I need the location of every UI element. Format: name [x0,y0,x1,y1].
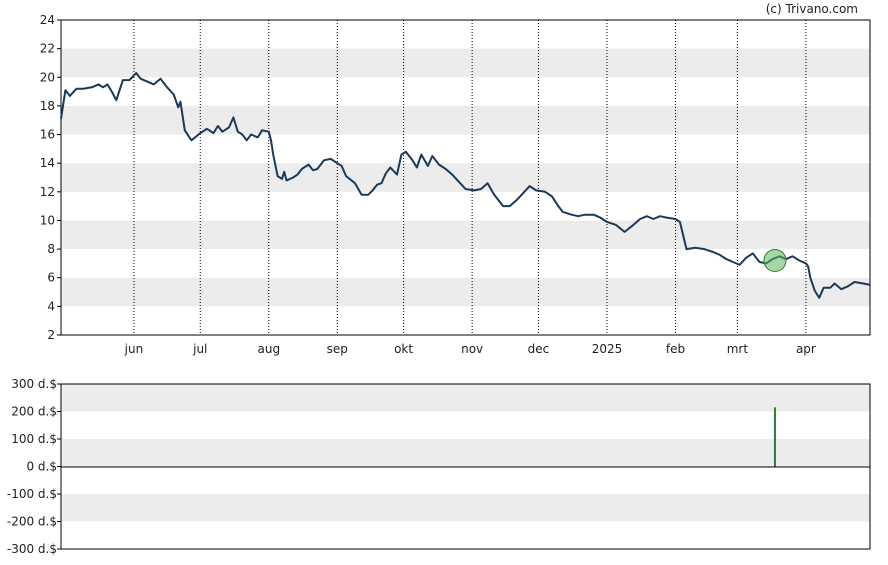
x-tick-label: nov [461,342,483,356]
y-tick-label: 8 [47,242,55,256]
x-tick-label: aug [257,342,280,356]
y-tick-label: 10 [40,213,55,227]
volume-y-tick-label: 0 d.$ [26,460,57,474]
x-tick-label: apr [796,342,816,356]
volume-band [61,439,870,467]
x-tick-label: okt [394,342,413,356]
x-tick-label: sep [327,342,348,356]
y-tick-label: 20 [40,70,55,84]
y-tick-label: 18 [40,99,55,113]
price-panel-bands [61,48,870,307]
price-band [61,48,870,78]
volume-y-tick-label: 200 d.$ [11,405,57,419]
volume-band [61,494,870,522]
x-tick-label: mrt [727,342,749,356]
price-band [61,277,870,307]
y-tick-label: 22 [40,42,55,56]
price-line [60,72,871,299]
y-tick-label: 24 [40,13,55,27]
price-panel-frame [60,19,871,336]
x-tick-label: jun [124,342,144,356]
y-tick-label: 2 [47,328,55,342]
x-tick-label: feb [666,342,685,356]
x-tick-label: dec [528,342,550,356]
price-band [61,163,870,192]
price-band [61,220,870,250]
watermark: (c) Trivano.com [766,2,858,16]
volume-y-tick-label: -300 d.$ [7,542,57,556]
price-x-axis: jun jul aug sep okt nov dec 2025 feb mrt apr [124,342,816,356]
volume-y-axis: 300 d.$ 200 d.$ 100 d.$ 0 d.$ -100 d.$ -200 d… [7,377,61,556]
x-tick-label: 2025 [592,342,623,356]
volume-y-tick-label: 100 d.$ [11,432,57,446]
volume-y-tick-label: -200 d.$ [7,515,57,529]
x-tick-label: jul [192,342,207,356]
volume-panel-bands [61,384,870,522]
y-tick-label: 4 [47,299,55,313]
y-tick-label: 14 [40,156,55,170]
y-tick-label: 6 [47,271,55,285]
volume-band [61,384,870,412]
volume-y-tick-label: -100 d.$ [7,487,57,501]
volume-y-tick-label: 300 d.$ [11,377,57,391]
insider-trade-marker [763,249,787,273]
y-tick-label: 12 [40,185,55,199]
y-tick-label: 16 [40,128,55,142]
price-band [61,105,870,135]
